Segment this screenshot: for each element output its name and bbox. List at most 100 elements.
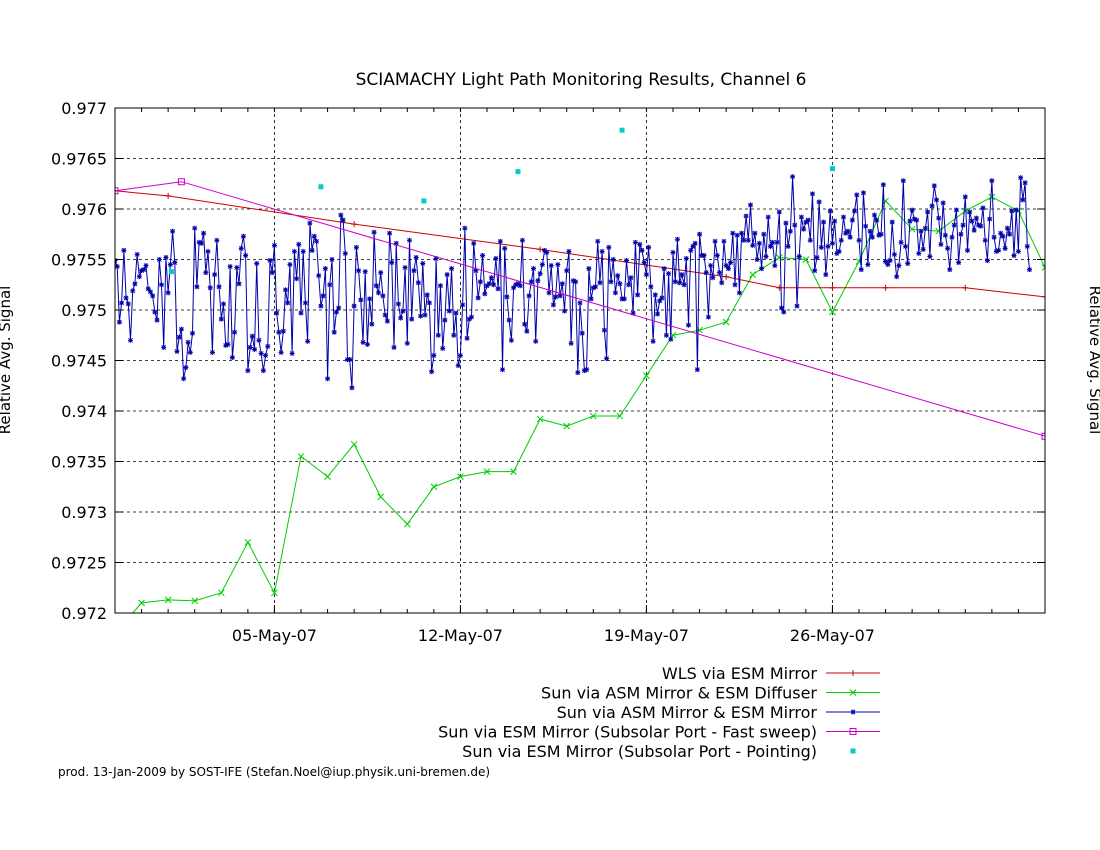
data-point — [712, 238, 718, 244]
data-point — [723, 263, 729, 269]
data-point — [482, 291, 488, 297]
data-point — [847, 234, 853, 240]
data-point — [145, 286, 151, 292]
data-point — [953, 207, 959, 213]
data-point — [914, 217, 920, 223]
data-point — [646, 244, 652, 250]
data-point — [936, 215, 942, 221]
data-point — [697, 231, 703, 237]
data-point — [380, 293, 386, 299]
data-point — [891, 251, 897, 257]
data-point — [165, 290, 171, 296]
data-point — [426, 300, 432, 306]
data-point — [652, 292, 658, 298]
data-point — [517, 283, 523, 289]
data-point — [962, 284, 969, 291]
data-point — [616, 412, 624, 420]
data-point — [128, 337, 133, 343]
data-point — [495, 286, 501, 292]
data-point — [254, 261, 260, 267]
series-line — [115, 190, 1045, 298]
data-point — [1009, 208, 1015, 214]
data-point — [612, 290, 618, 296]
data-point — [209, 349, 215, 355]
data-point — [719, 280, 725, 286]
data-point — [446, 308, 452, 314]
data-point — [867, 228, 873, 234]
y-tick-label: 0.973 — [61, 503, 107, 522]
data-point — [471, 240, 477, 246]
data-point — [849, 689, 857, 696]
data-point — [619, 127, 625, 133]
data-point — [626, 282, 632, 288]
data-point — [725, 266, 731, 272]
data-point — [300, 248, 306, 254]
data-point — [457, 352, 463, 358]
data-point — [563, 422, 571, 430]
data-point — [987, 216, 993, 222]
data-point — [869, 234, 875, 240]
data-point — [745, 237, 751, 243]
data-point — [717, 270, 722, 276]
data-point — [584, 367, 590, 373]
data-point — [1007, 231, 1013, 237]
data-point — [510, 468, 517, 475]
data-point — [170, 228, 176, 234]
data-point — [115, 264, 120, 270]
data-point — [236, 281, 242, 287]
data-point — [183, 365, 189, 371]
data-point — [395, 301, 401, 307]
data-point — [677, 280, 683, 286]
data-point — [271, 242, 277, 248]
data-point — [961, 207, 969, 215]
data-point — [205, 248, 211, 254]
data-point — [247, 344, 253, 350]
data-point — [922, 225, 928, 231]
data-point — [165, 192, 172, 199]
data-point — [643, 272, 649, 278]
data-point — [666, 271, 672, 277]
data-point — [500, 367, 505, 373]
data-point — [827, 208, 833, 214]
data-point — [887, 258, 893, 264]
data-point — [305, 338, 311, 344]
data-point — [338, 212, 344, 218]
data-point — [360, 339, 366, 345]
data-point — [214, 237, 220, 243]
data-point — [935, 227, 943, 235]
data-point — [982, 237, 988, 243]
data-point — [243, 252, 249, 258]
data-point — [506, 317, 512, 323]
data-point — [464, 335, 470, 341]
data-point — [562, 308, 567, 314]
data-point — [553, 294, 559, 300]
data-point — [938, 241, 944, 247]
data-point — [802, 256, 810, 263]
data-point — [1042, 293, 1045, 300]
data-point — [161, 344, 167, 350]
data-point — [931, 183, 937, 189]
data-point — [191, 597, 199, 605]
data-point — [679, 272, 685, 278]
data-point — [829, 284, 836, 291]
data-point — [708, 263, 714, 269]
series-line — [115, 181, 1045, 437]
data-point — [327, 282, 333, 288]
data-point — [198, 240, 204, 246]
data-point — [371, 229, 377, 235]
data-point — [761, 231, 767, 237]
data-point — [849, 217, 855, 223]
data-point — [440, 345, 446, 351]
data-point — [801, 226, 807, 232]
data-point — [438, 283, 443, 289]
data-point — [566, 248, 572, 254]
data-point — [814, 254, 820, 260]
data-point — [1041, 432, 1045, 440]
data-point — [141, 267, 147, 273]
data-point — [829, 240, 835, 246]
data-point — [703, 270, 709, 276]
data-point — [908, 225, 916, 233]
data-point — [201, 230, 207, 236]
data-point — [424, 292, 430, 298]
data-point — [960, 222, 966, 228]
